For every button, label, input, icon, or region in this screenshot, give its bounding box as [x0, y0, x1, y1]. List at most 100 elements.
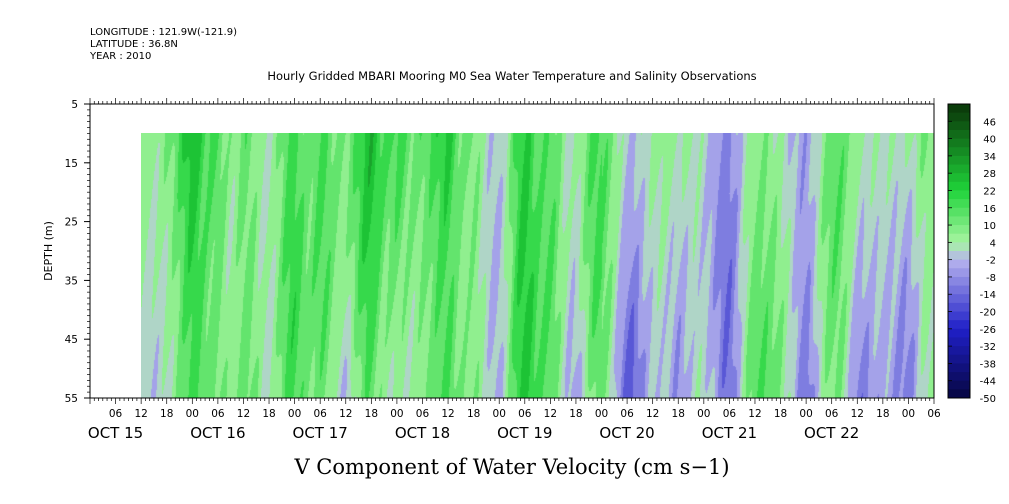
y-tick-label: 15 [65, 158, 78, 170]
x-hour-label: 18 [774, 408, 787, 420]
x-hour-label: 12 [748, 408, 761, 420]
colorbar-swatch [948, 363, 970, 373]
colorbar-swatch [948, 320, 970, 330]
colorbar-swatch [948, 242, 970, 252]
y-tick-label: 25 [65, 217, 78, 229]
colorbar-frame [947, 103, 971, 399]
colorbar-label: 34 [983, 152, 996, 163]
x-hour-label: 18 [467, 408, 480, 420]
colorbar-swatch [948, 129, 970, 140]
x-hour-label: 00 [902, 408, 915, 420]
colorbar-swatch [948, 251, 970, 261]
colorbar-swatch [948, 389, 970, 399]
x-hour-label: 06 [723, 408, 737, 420]
colorbar-label: 10 [983, 221, 996, 232]
colorbar-swatch [948, 147, 970, 157]
x-hour-label: 18 [160, 408, 173, 420]
x-axis-label: V Component of Water Velocity (cm s−1) [293, 455, 729, 479]
colorbar-swatch [948, 164, 970, 174]
colorbar-label: -38 [980, 359, 996, 370]
colorbar-swatch [948, 346, 970, 356]
colorbar-swatch [948, 259, 970, 269]
colorbar-swatch [948, 104, 970, 114]
x-hour-label: 12 [237, 408, 250, 420]
x-hour-label: 00 [288, 408, 301, 420]
colorbar-label: -20 [980, 308, 996, 319]
colorbar-label: 16 [983, 204, 996, 215]
x-day-label: OCT 15 [88, 424, 143, 442]
colorbar-swatch [948, 155, 970, 166]
colorbar-swatch [948, 268, 970, 278]
year-text: YEAR : 2010 [89, 51, 151, 62]
x-hour-label: 06 [109, 408, 123, 420]
colorbar-label: 40 [983, 135, 996, 146]
y-tick-label: 55 [65, 393, 78, 405]
x-hour-label: 06 [620, 408, 634, 420]
x-hour-label: 18 [876, 408, 889, 420]
x-hour-label: 06 [518, 408, 532, 420]
x-hour-label: 00 [595, 408, 608, 420]
x-day-label: OCT 18 [395, 424, 450, 442]
latitude-text: LATITUDE : 36.8N [90, 39, 178, 50]
colorbar-swatch [948, 199, 970, 209]
colorbar-swatch [948, 372, 970, 382]
x-hour-label: 12 [441, 408, 454, 420]
colorbar-swatch [948, 302, 970, 313]
colorbar-label: 22 [983, 186, 996, 197]
colorbar-label: -26 [980, 325, 996, 336]
x-hour-label: 06 [313, 408, 327, 420]
colorbar-swatch [948, 337, 970, 347]
x-day-label: OCT 21 [702, 424, 757, 442]
colorbar-swatch [948, 380, 970, 390]
colorbar-swatch [948, 233, 970, 243]
heatmap-field [141, 133, 934, 398]
colorbar-label: 46 [983, 117, 996, 128]
colorbar-swatch [948, 207, 970, 217]
y-axis-label: DEPTH (m) [42, 221, 55, 281]
chart-title: Hourly Gridded MBARI Mooring M0 Sea Wate… [267, 69, 756, 83]
colorbar-swatch [948, 216, 970, 226]
colorbar-swatch [948, 190, 970, 200]
x-hour-label: 18 [262, 408, 275, 420]
y-tick-label: 45 [65, 334, 78, 346]
x-hour-label: 00 [186, 408, 199, 420]
colorbar-swatch [948, 354, 970, 364]
x-hour-label: 12 [851, 408, 864, 420]
colorbar-swatch [948, 181, 970, 191]
colorbar-swatch [948, 225, 970, 235]
colorbar-label: -32 [980, 342, 996, 353]
x-day-label: OCT 22 [804, 424, 859, 442]
x-hour-label: 12 [339, 408, 352, 420]
x-day-label: OCT 20 [599, 424, 654, 442]
colorbar-swatch [948, 328, 970, 338]
y-axis: 5 15 25 35 45 55 [65, 99, 90, 405]
x-axis: 06 12 18 00 06 12 18 00 06 12 18 00 06 12 18 00 06 12 18 00… [88, 98, 941, 442]
x-hour-label: 12 [544, 408, 557, 420]
colorbar-label: -2 [986, 256, 996, 267]
x-hour-label: 18 [672, 408, 685, 420]
colorbar-label: -14 [980, 290, 996, 301]
colorbar-swatch [948, 112, 970, 122]
colorbar-swatch [948, 276, 970, 287]
x-hour-label: 00 [390, 408, 403, 420]
x-hour-label: 00 [493, 408, 506, 420]
colorbar-swatch [948, 173, 970, 183]
colorbar-label: 4 [990, 238, 996, 249]
x-hour-label: 18 [569, 408, 582, 420]
x-hour-label: 00 [799, 408, 812, 420]
x-hour-label: 06 [416, 408, 430, 420]
colorbar-swatch [948, 138, 970, 148]
heatmap-layer [141, 133, 934, 398]
colorbar-swatch [948, 294, 970, 304]
colorbar: 46 40 34 28 22 16 10 4 -2 -8 -14 -20 -26 -32 -38 -44 -50 [947, 103, 996, 405]
x-day-label: OCT 16 [190, 424, 245, 442]
colorbar-swatch [948, 121, 970, 131]
x-hour-label: 06 [211, 408, 225, 420]
colorbar-label: -8 [986, 273, 996, 284]
y-tick-label: 5 [71, 99, 78, 111]
x-hour-label: 12 [134, 408, 147, 420]
colorbar-swatch [948, 285, 970, 295]
colorbar-label: -50 [980, 394, 996, 405]
